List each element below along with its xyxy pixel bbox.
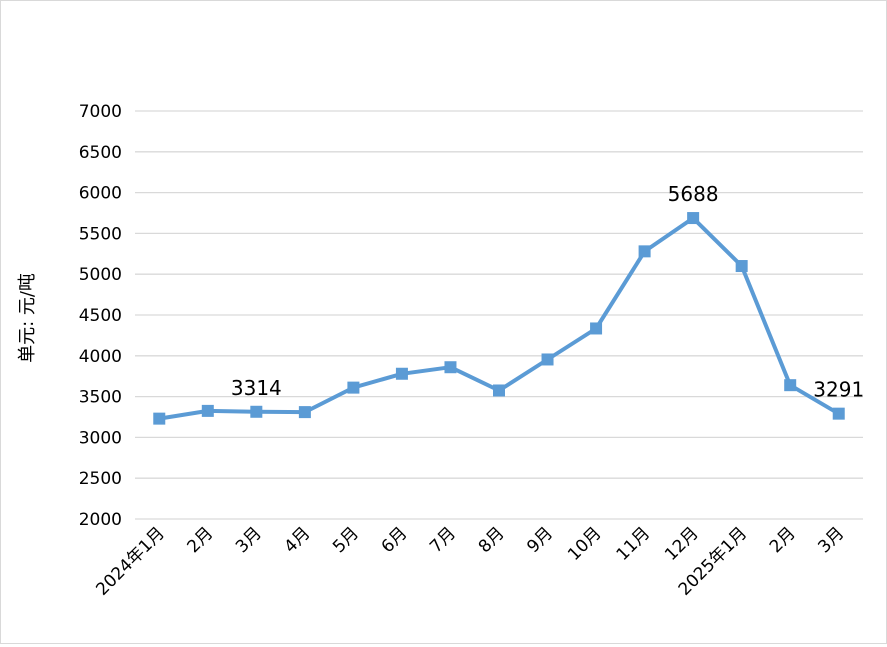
x-tick-label: 4月	[281, 523, 315, 557]
x-tick-label: 2024年1月	[92, 523, 168, 599]
y-tick-label: 4000	[79, 347, 122, 367]
data-point-marker	[541, 353, 554, 366]
y-tick-label: 7000	[79, 102, 122, 122]
data-point-marker	[395, 367, 408, 380]
data-point-marker	[298, 406, 311, 419]
y-tick-label: 3500	[79, 388, 122, 408]
x-tick-label: 8月	[475, 523, 509, 557]
data-label: 5688	[668, 182, 719, 206]
x-tick-label: 3月	[232, 523, 266, 557]
data-point-marker	[444, 361, 457, 374]
y-tick-label: 3000	[79, 428, 122, 448]
data-point-marker	[493, 384, 505, 397]
x-tick-label: 6月	[378, 523, 412, 557]
data-point-marker	[784, 379, 797, 392]
data-point-marker	[735, 260, 748, 273]
data-point-marker	[201, 404, 214, 417]
data-point-marker	[153, 412, 166, 425]
data-point-marker	[250, 405, 263, 418]
y-tick-label: 6500	[79, 143, 122, 163]
x-tick-label: 3月	[814, 523, 848, 557]
y-tick-label: 2000	[79, 510, 122, 530]
data-point-marker	[347, 381, 360, 394]
x-tick-label: 7月	[426, 523, 460, 557]
data-label-layer: 3314 5688 3291	[231, 182, 864, 402]
y-tick-label: 6000	[79, 184, 122, 204]
y-tick-label: 5000	[79, 265, 122, 285]
x-tick-label: 10月	[564, 523, 605, 564]
y-axis-label: 单元: 元/吨	[17, 273, 38, 363]
y-axis-tick-labels: 2000 2500 3000 3500 4000 4500 5000 5500 6000 6500…	[79, 102, 122, 530]
y-tick-label: 5500	[79, 224, 122, 244]
x-tick-label: 9月	[523, 523, 557, 557]
x-tick-label: 11月	[613, 523, 654, 564]
data-label: 3314	[231, 376, 282, 400]
data-point-marker	[590, 322, 603, 335]
x-tick-label: 2月	[766, 523, 800, 557]
grid-layer	[135, 110, 863, 520]
data-point-marker	[638, 245, 651, 258]
x-tick-label: 12月	[661, 523, 702, 564]
data-point-marker	[832, 407, 845, 420]
marker-layer	[153, 212, 845, 425]
data-label: 3291	[813, 378, 864, 402]
x-tick-label: 2月	[184, 523, 218, 557]
y-tick-label: 4500	[79, 306, 122, 326]
y-tick-label: 2500	[79, 469, 122, 489]
data-point-marker	[687, 212, 700, 225]
x-tick-label: 5月	[329, 523, 363, 557]
